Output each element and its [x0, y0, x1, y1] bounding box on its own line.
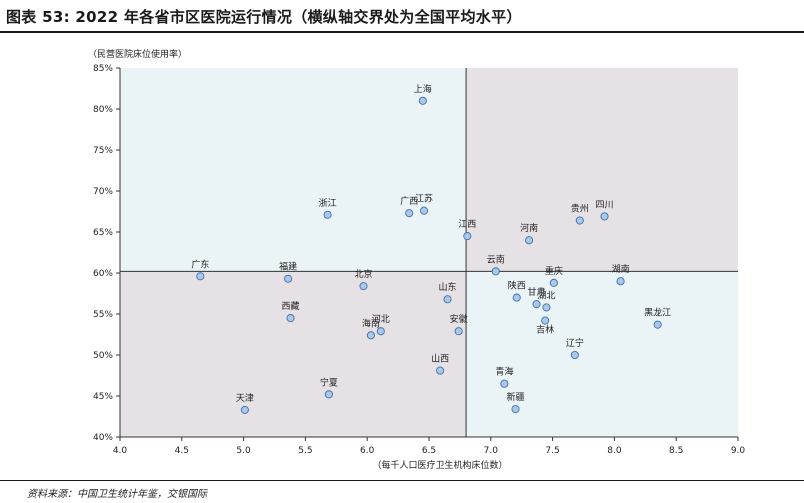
source-divider — [0, 480, 804, 481]
scatter-point — [359, 282, 368, 291]
quadrant-top-right — [466, 68, 738, 272]
x-axis-title: （每千人口医疗卫生机构床位数） — [372, 459, 507, 471]
point-label: 浙江 — [319, 197, 337, 209]
y-tick-label: 70% — [93, 187, 113, 197]
scatter-point — [324, 390, 333, 399]
y-tick-label: 85% — [93, 64, 113, 74]
scatter-point — [454, 327, 463, 336]
scatter-point — [196, 272, 205, 281]
scatter-point — [512, 293, 521, 302]
point-label: 海南 — [362, 317, 380, 329]
x-tick-label: 5.5 — [298, 446, 312, 456]
scatter-point — [575, 216, 584, 225]
scatter-point — [616, 277, 625, 286]
point-label: 北京 — [354, 268, 372, 280]
y-tick-label: 50% — [93, 351, 113, 361]
scatter-point — [286, 314, 295, 323]
quadrant-backgrounds — [120, 68, 738, 437]
scatter-point — [323, 210, 332, 219]
y-tick-label: 40% — [93, 433, 113, 443]
x-tick-label: 4.5 — [175, 446, 189, 456]
point-label: 河南 — [520, 222, 538, 234]
scatter-point — [653, 320, 662, 329]
y-tick-label: 55% — [93, 310, 113, 320]
point-label: 宁夏 — [320, 376, 338, 388]
scatter-point — [570, 350, 579, 360]
scatter-point — [463, 232, 472, 241]
x-tick-label: 9.0 — [731, 446, 746, 456]
y-tick-label: 45% — [93, 392, 113, 402]
point-label: 甘肃 — [528, 286, 546, 298]
chart-title: 图表 53: 2022 年各省市区医院运行情况（横纵轴交界处为全国平均水平） — [6, 8, 522, 26]
point-label: 吉林 — [536, 324, 554, 336]
quadrant-bottom-left — [120, 271, 467, 437]
point-label: 江苏 — [415, 193, 433, 205]
point-label: 四川 — [596, 200, 614, 210]
point-label: 山西 — [431, 354, 449, 365]
point-label: 河北 — [372, 313, 390, 325]
point-label: 贵州 — [571, 203, 589, 215]
x-tick-label: 7.0 — [484, 446, 499, 456]
point-label: 西藏 — [282, 300, 300, 312]
data-points — [196, 96, 662, 414]
x-tick-label: 5.0 — [236, 446, 251, 456]
point-label: 广东 — [191, 258, 209, 270]
x-tick-label: 4.0 — [113, 446, 128, 456]
x-tick-label: 8.0 — [607, 446, 622, 456]
point-label: 辽宁 — [566, 337, 584, 349]
y-axis-title: （民营医院床位使用率） — [88, 48, 187, 60]
y-tick-label: 80% — [93, 105, 113, 115]
scatter-point — [541, 316, 550, 325]
point-label: 湖北 — [537, 290, 555, 301]
point-label: 重庆 — [545, 265, 563, 277]
point-label: 青海 — [495, 366, 513, 378]
quadrant-top-left — [120, 68, 467, 272]
point-label: 黑龙江 — [644, 307, 671, 319]
point-label: 陕西 — [508, 280, 526, 292]
scatter-point — [436, 366, 445, 375]
y-tick-label: 60% — [93, 269, 113, 279]
x-tick-label: 6.0 — [360, 446, 375, 456]
point-label: 福建 — [279, 261, 297, 273]
scatter-point — [549, 278, 558, 287]
scatter-point — [284, 274, 293, 283]
scatter-point — [532, 300, 541, 309]
scatter-point — [542, 303, 551, 312]
point-label: 江西 — [458, 219, 476, 230]
scatter-point — [366, 331, 375, 340]
chart-axes — [119, 68, 738, 438]
point-label: 上海 — [414, 83, 432, 95]
x-axis-ticks: 4.0 4.5 5.0 5.5 6.0 6.5 7.0 7.5 8.0 8.5 9.0 — [113, 437, 746, 456]
point-label: 山东 — [439, 281, 457, 293]
scatter-point — [491, 267, 500, 276]
scatter-point — [525, 236, 534, 245]
point-label: 新疆 — [507, 391, 525, 403]
x-tick-label: 7.5 — [545, 446, 559, 456]
x-tick-label: 6.5 — [422, 446, 436, 456]
scatter-point — [376, 327, 385, 336]
quadrant-bottom-right — [466, 271, 738, 437]
scatter-point — [420, 206, 429, 215]
point-label: 广西 — [400, 195, 418, 207]
x-tick-label: 8.5 — [669, 446, 683, 456]
scatter-point — [500, 379, 509, 388]
point-label: 云南 — [487, 253, 505, 265]
y-tick-label: 75% — [93, 146, 113, 156]
y-tick-label: 65% — [93, 228, 113, 238]
scatter-point — [443, 295, 452, 304]
scatter-point — [240, 405, 249, 414]
y-axis-ticks: 40% 45% 50% 55% 60% 65% 70% 75% 80% 85% — [93, 64, 120, 443]
scatter-point — [600, 212, 609, 221]
scatter-point — [511, 405, 520, 414]
source-note: 资料来源：中国卫生统计年鉴，交银国际 — [27, 489, 207, 500]
point-label: 天津 — [236, 393, 254, 404]
point-label: 安徽 — [450, 313, 468, 325]
title-divider — [0, 31, 804, 33]
point-label: 湖南 — [612, 263, 630, 275]
scatter-point — [418, 96, 427, 105]
scatter-point — [405, 209, 414, 218]
